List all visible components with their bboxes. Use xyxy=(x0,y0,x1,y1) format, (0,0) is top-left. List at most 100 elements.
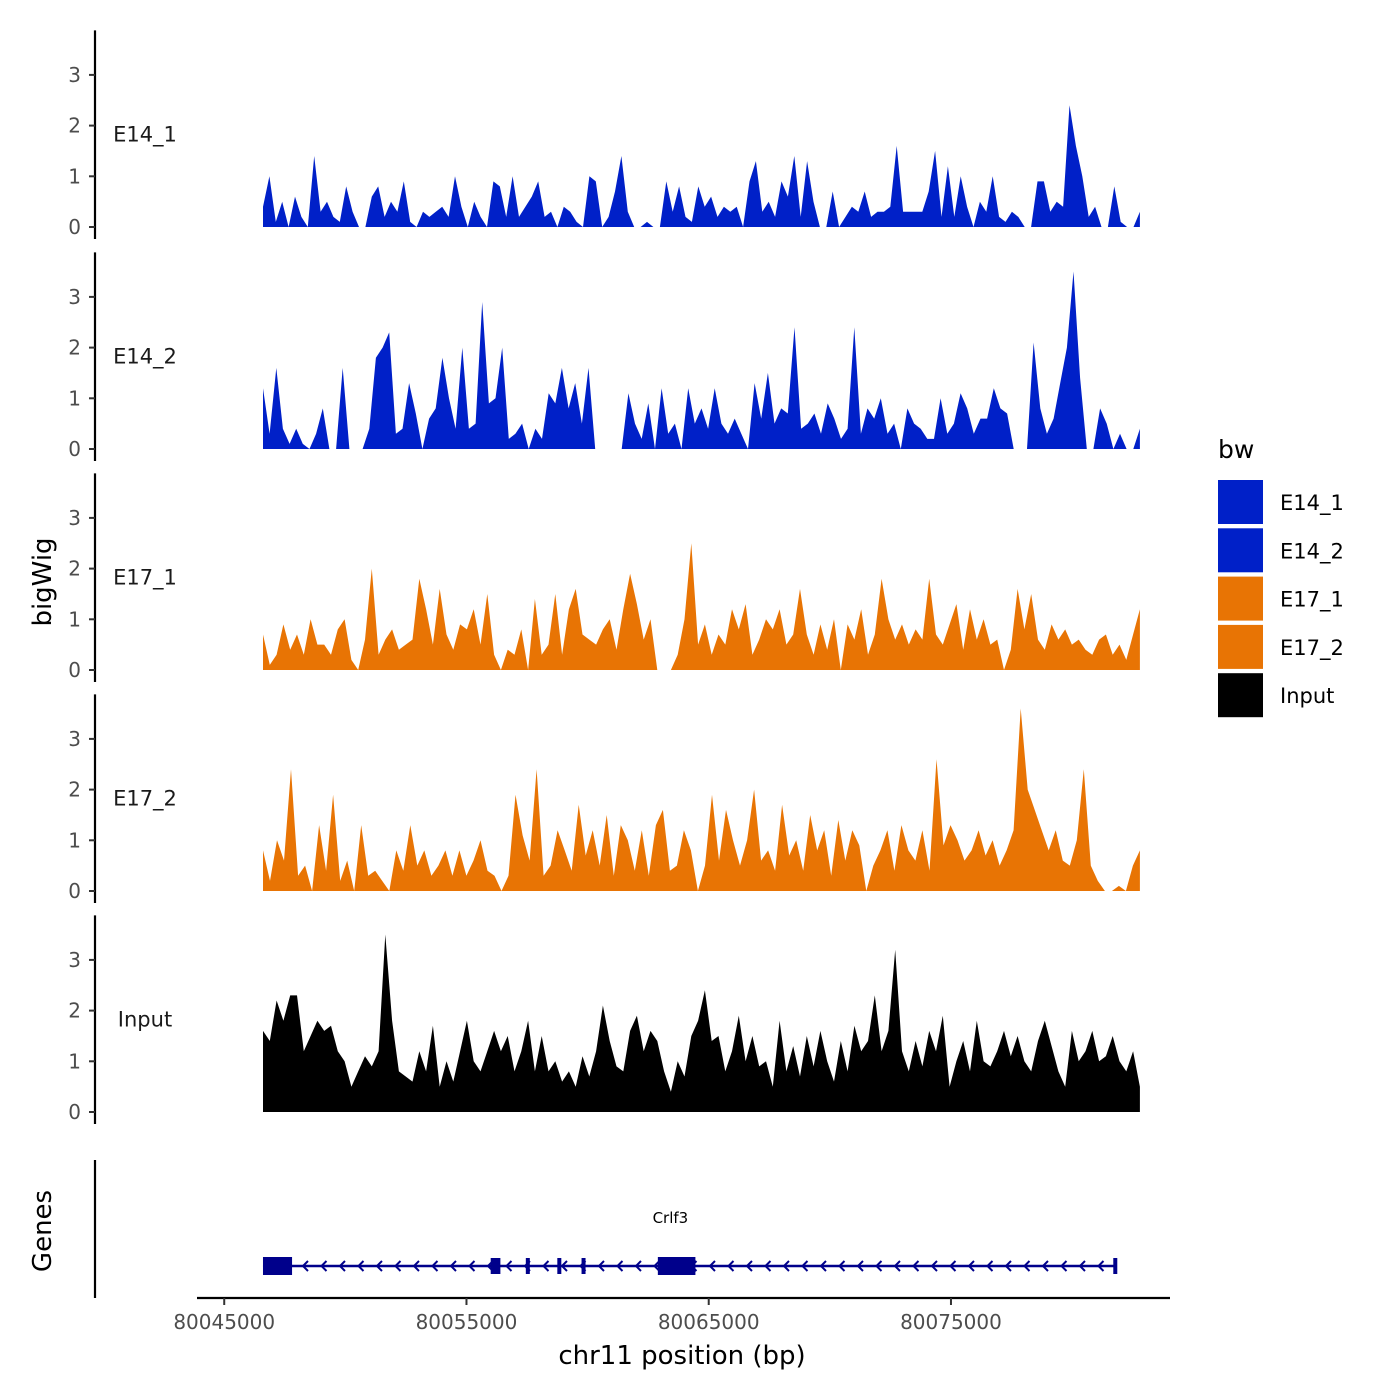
signal-area-E17_2 xyxy=(263,708,1140,891)
strand-arrow xyxy=(505,1260,513,1272)
y-tick-label: 2 xyxy=(68,114,81,138)
strand-arrow xyxy=(930,1260,938,1272)
strand-arrow xyxy=(1060,1260,1068,1272)
legend-label-E14_2: E14_2 xyxy=(1280,539,1344,564)
legend-key-E17_1 xyxy=(1218,576,1263,621)
strand-arrow xyxy=(394,1260,402,1272)
track-label: E14_2 xyxy=(113,345,177,370)
x-tick-label: 80075000 xyxy=(900,1310,1002,1334)
y-tick-label: 3 xyxy=(68,948,81,972)
strand-arrow xyxy=(782,1260,790,1272)
strand-arrow xyxy=(819,1260,827,1272)
bigwig-tracks: 0 1 2 3 E14_1 0 1 2 3 E14_2 0 1 2 3 E17_1 0 1 2 3 E17_2 0 1 2 3… xyxy=(68,30,1140,1124)
legend-key-E14_2 xyxy=(1218,528,1263,573)
strand-arrow xyxy=(1041,1260,1049,1272)
strand-arrow xyxy=(542,1260,550,1272)
legend-label-E14_1: E14_1 xyxy=(1280,491,1344,516)
gene-exon xyxy=(1113,1258,1118,1274)
strand-arrow xyxy=(856,1260,864,1272)
strand-arrow xyxy=(912,1260,920,1272)
signal-area-Input xyxy=(263,934,1140,1112)
strand-arrow xyxy=(1004,1260,1012,1272)
strand-arrow xyxy=(338,1260,346,1272)
strand-arrow xyxy=(745,1260,753,1272)
y-tick-label: 0 xyxy=(68,1100,81,1124)
strand-arrow xyxy=(449,1260,457,1272)
track-E14_1: 0 1 2 3 E14_1 xyxy=(68,30,1140,239)
legend-title: bw xyxy=(1218,435,1254,464)
strand-arrow xyxy=(708,1260,716,1272)
strand-arrow xyxy=(727,1260,735,1272)
legend-label-E17_2: E17_2 xyxy=(1280,636,1344,661)
y-tick-label: 1 xyxy=(68,1049,81,1073)
y-tick-label: 2 xyxy=(68,999,81,1023)
strand-arrow xyxy=(949,1260,957,1272)
x-axis-title: chr11 position (bp) xyxy=(558,1341,805,1371)
y-axis-title: bigWig xyxy=(28,537,58,626)
strand-arrow xyxy=(967,1260,975,1272)
strand-arrow xyxy=(468,1260,476,1272)
x-axis: 80045000 80055000 80065000 80075000 xyxy=(173,1296,1170,1334)
track-E17_1: 0 1 2 3 E17_1 xyxy=(68,473,1140,682)
y-tick-label: 2 xyxy=(68,778,81,802)
strand-arrow xyxy=(412,1260,420,1272)
strand-arrow xyxy=(375,1260,383,1272)
y-tick-label: 0 xyxy=(68,658,81,682)
track-label: E17_2 xyxy=(113,787,177,812)
gene-exon xyxy=(262,1257,293,1275)
x-tick-label: 80065000 xyxy=(658,1310,760,1334)
signal-area-E14_1 xyxy=(263,105,1140,227)
track-label: E14_1 xyxy=(113,123,177,148)
gene-panel: Crlf3 xyxy=(93,1160,1118,1298)
gene-panel-title: Genes xyxy=(28,1190,58,1272)
y-tick-label: 0 xyxy=(68,437,81,461)
strand-arrow xyxy=(986,1260,994,1272)
strand-arrow xyxy=(357,1260,365,1272)
strand-arrow xyxy=(764,1260,772,1272)
strand-arrow xyxy=(653,1260,661,1272)
strand-arrow xyxy=(875,1260,883,1272)
signal-area-E17_1 xyxy=(263,543,1140,670)
strand-arrow xyxy=(431,1260,439,1272)
y-tick-label: 1 xyxy=(68,164,81,188)
legend: bw E14_1 E14_2 E17_1 E17_2 Input xyxy=(1218,435,1344,718)
track-E17_2: 0 1 2 3 E17_2 xyxy=(68,694,1140,903)
strand-arrow xyxy=(838,1260,846,1272)
gene-exon xyxy=(581,1258,586,1274)
strand-arrow xyxy=(616,1260,624,1272)
x-tick-label: 80055000 xyxy=(416,1310,518,1334)
legend-key-E14_1 xyxy=(1218,480,1263,524)
y-tick-label: 0 xyxy=(68,215,81,239)
track-Input: 0 1 2 3 Input xyxy=(68,915,1140,1124)
gene-exon xyxy=(657,1257,696,1275)
strand-arrow xyxy=(1078,1260,1086,1272)
strand-arrow xyxy=(1097,1260,1105,1272)
legend-label-Input: Input xyxy=(1280,684,1334,708)
gene-exon xyxy=(490,1258,501,1274)
gene-exon xyxy=(525,1258,530,1274)
gene-exon xyxy=(557,1258,562,1274)
legend-key-Input xyxy=(1218,673,1263,718)
strand-arrow xyxy=(634,1260,642,1272)
y-tick-label: 3 xyxy=(68,727,81,751)
legend-key-E17_2 xyxy=(1218,624,1263,669)
strand-arrow xyxy=(801,1260,809,1272)
legend-label-E17_1: E17_1 xyxy=(1280,588,1344,613)
signal-area-E14_2 xyxy=(263,271,1140,449)
strand-arrow xyxy=(893,1260,901,1272)
y-tick-label: 3 xyxy=(68,506,81,530)
y-tick-label: 1 xyxy=(68,607,81,631)
strand-arrow xyxy=(597,1260,605,1272)
y-tick-label: 2 xyxy=(68,336,81,360)
strand-arrow xyxy=(560,1260,568,1272)
x-tick-label: 80045000 xyxy=(173,1310,275,1334)
track-label: E17_1 xyxy=(113,566,177,591)
strand-arrow xyxy=(1023,1260,1031,1272)
track-E14_2: 0 1 2 3 E14_2 xyxy=(68,252,1140,461)
track-label: Input xyxy=(118,1008,172,1032)
y-tick-label: 0 xyxy=(68,879,81,903)
y-tick-label: 2 xyxy=(68,557,81,581)
y-tick-label: 1 xyxy=(68,386,81,410)
y-tick-label: 3 xyxy=(68,63,81,87)
